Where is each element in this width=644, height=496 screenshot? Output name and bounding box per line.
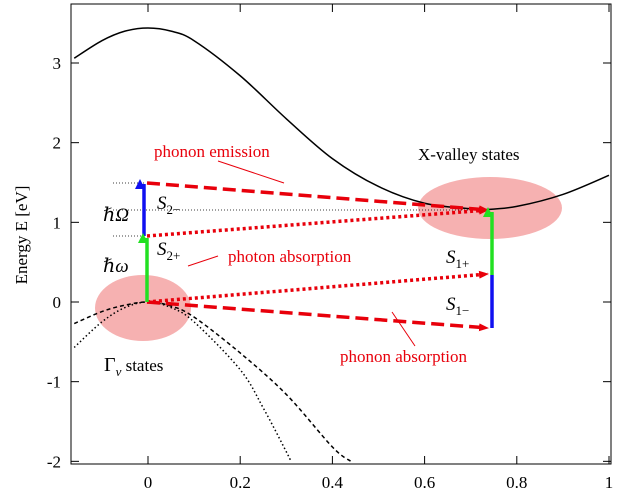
y-tick-label: -2: [47, 452, 61, 471]
y-tick-label: -1: [47, 373, 61, 392]
phonon-absorption-label: phonon absorption: [340, 347, 468, 366]
y-tick-label: 3: [53, 54, 62, 73]
band-curve-dotted: [73, 301, 292, 462]
x-tick-label: 0.6: [414, 473, 435, 492]
x-tick-label: 0.4: [322, 473, 344, 492]
y-tick-label: 2: [53, 134, 62, 153]
band-curve-dashed: [73, 301, 352, 462]
x-tick-label: 0.8: [506, 473, 527, 492]
x-valley-states-ellipse: [418, 177, 562, 239]
band-curve-solid: [73, 27, 610, 211]
x-valley-states-label: X-valley states: [418, 145, 520, 164]
band-curves: [73, 27, 610, 462]
x-tick-label: 0.2: [230, 473, 251, 492]
photon-absorption-label: photon absorption: [228, 247, 352, 266]
phonon-absorption-arrow: [146, 300, 489, 332]
photon-absorption-upper-arrow: [146, 206, 489, 238]
y-axis-label: Energy E [eV]: [12, 186, 31, 285]
hbar-Omega-label: ℏΩ: [103, 205, 129, 226]
gamma-states-ellipse: [95, 275, 191, 341]
x-tick-label: 0: [144, 473, 153, 492]
s2plus-label: S2+: [157, 239, 180, 263]
phonon-absorption-pointer: [391, 311, 416, 347]
phonon-emission-arrow: [146, 181, 489, 214]
plot-frame: [70, 3, 612, 465]
x-tick-label: 1: [605, 473, 614, 492]
phonon-emission-pointer: [217, 160, 285, 184]
photon-absorption-pointer: [187, 255, 219, 267]
axes: 0 0.2 0.4 0.6 0.8 1 3 2 1 0 -1 -2: [47, 3, 614, 492]
s1minus-label: S1−: [446, 294, 469, 318]
y-tick-label: 0: [53, 293, 62, 312]
s1plus-label: S1+: [446, 247, 469, 271]
gamma-states-label: Γv states: [104, 354, 163, 379]
y-tick-label: 1: [53, 213, 62, 232]
hbar-omega-label: ℏω: [103, 256, 129, 277]
s2minus-label: S2−: [157, 193, 180, 217]
phonon-emission-label: phonon emission: [154, 142, 270, 161]
photon-absorption-lower-arrow: [146, 270, 489, 304]
